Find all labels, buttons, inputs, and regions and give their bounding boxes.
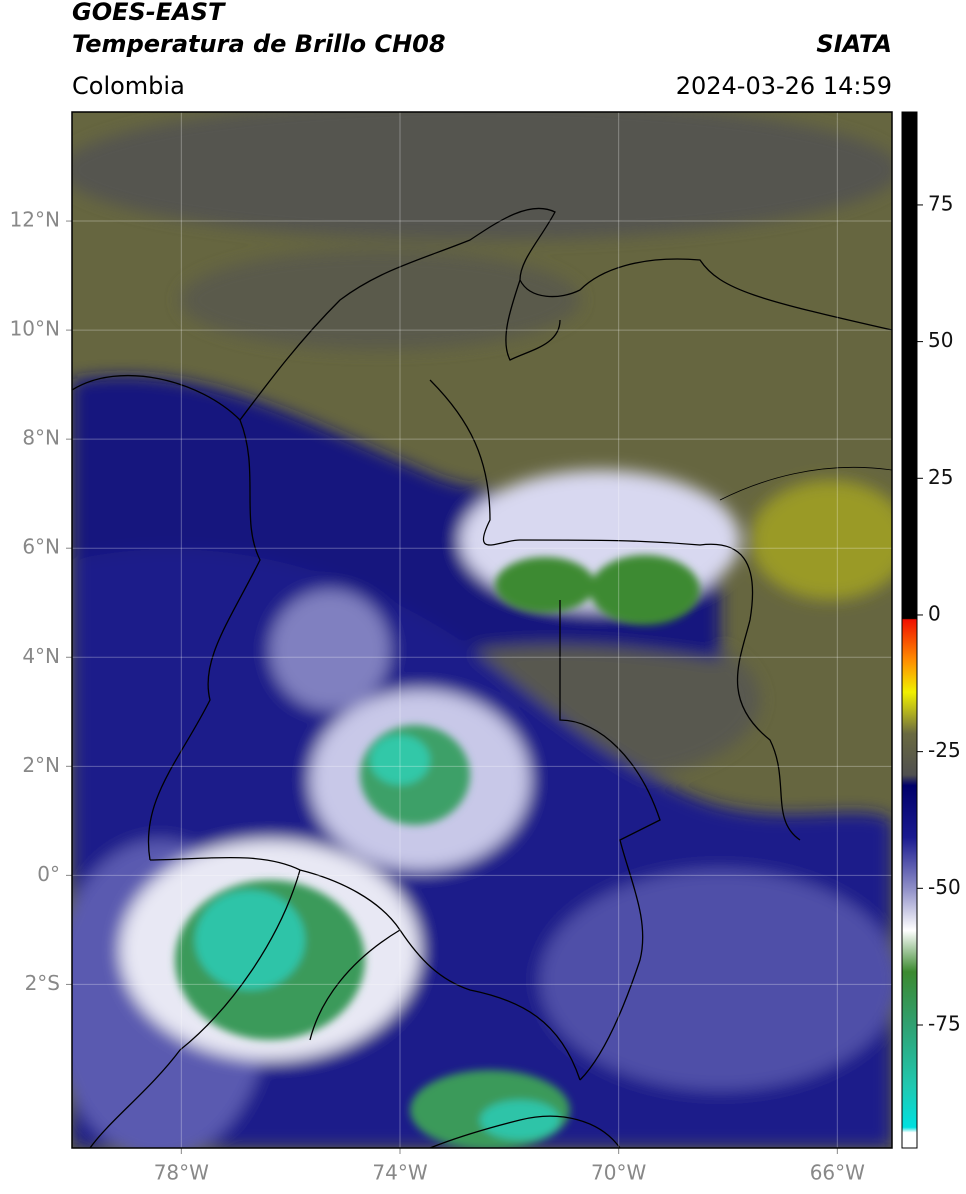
colorbar-tick-label: 75 (928, 191, 953, 215)
y-tick-label: 12°N (10, 208, 60, 232)
x-tick-label: 66°W (810, 1161, 865, 1185)
title: GOES-EAST (72, 0, 226, 26)
plot-frame (71, 111, 893, 1149)
colorbar (901, 111, 918, 1149)
x-tick-label: 70°W (591, 1161, 646, 1185)
colorbar-ticks: 75 50 25 0 -25 -50 -75 (917, 191, 961, 1035)
colorbar-tick-label: -75 (928, 1011, 961, 1035)
axis-ticks: 78°W 74°W 70°W 66°W 12°N 10°N 8°N 6°N 4°N 2°N 0° 2°… (10, 208, 866, 1185)
y-tick-label: 2°N (22, 753, 60, 777)
colorbar-tick-label: 50 (928, 328, 953, 352)
y-tick-label: 10°N (10, 317, 60, 341)
y-tick-label: 2°S (25, 971, 60, 995)
x-tick-label: 74°W (372, 1161, 427, 1185)
grid (72, 112, 892, 1148)
y-tick-label: 0° (37, 862, 60, 886)
y-tick-label: 6°N (22, 535, 60, 559)
region: Colombia (72, 72, 185, 100)
y-tick-label: 8°N (22, 426, 60, 450)
title: Temperatura de Brillo CH08 (72, 30, 446, 58)
colorbar-tick-label: -50 (928, 875, 961, 899)
x-tick-label: 78°W (154, 1161, 209, 1185)
colorbar-tick-label: -25 (928, 738, 961, 762)
source: SIATA (816, 30, 892, 58)
y-tick-label: 4°N (22, 644, 60, 668)
colorbar-tick-label: 25 (928, 465, 953, 489)
timestamp: 2024-03-26 14:59 (676, 72, 892, 100)
satellite-image (72, 112, 892, 1148)
borders (72, 207, 892, 1148)
colorbar-tick-label: 0 (928, 601, 941, 625)
